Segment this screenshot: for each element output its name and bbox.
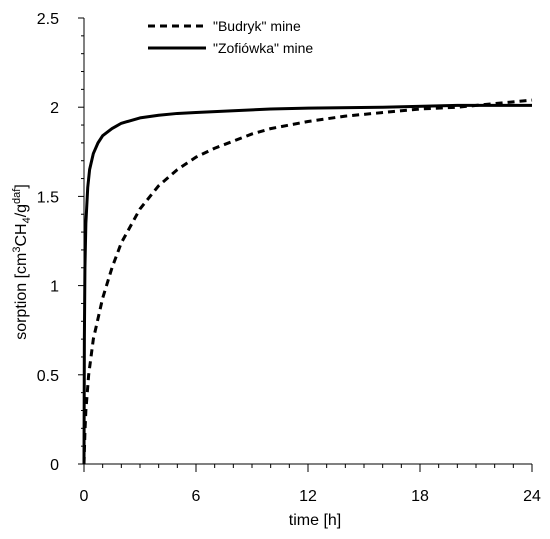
- chart-legend: "Budryk" mine "Zofiówka" mine: [148, 18, 313, 56]
- legend-label-zofiowka: "Zofiówka" mine: [213, 40, 313, 56]
- y-tick-label: 0.5: [37, 368, 59, 385]
- series-line-zofiowka: [82, 103, 532, 465]
- legend-label-budryk: "Budryk" mine: [213, 18, 301, 34]
- y-tick-label: 1.5: [37, 189, 59, 206]
- x-tick-label: 6: [192, 488, 201, 505]
- x-axis-title: time [h]: [289, 512, 341, 529]
- y-axis-title: sorption [cm3CH4/gdaf]: [11, 184, 33, 340]
- y-tick-label: 2: [50, 100, 59, 117]
- x-tick-label: 12: [299, 488, 317, 505]
- y-tick-label: 2.5: [37, 11, 59, 28]
- chart-ticks: 0 0.5 1 1.5 2 2.5 0 6 12 18 24: [37, 11, 541, 505]
- chart-series: [82, 98, 533, 465]
- x-tick-label: 24: [523, 488, 541, 505]
- x-tick-label: 0: [80, 488, 89, 505]
- series-line-budryk: [82, 98, 533, 465]
- chart-axes: [83, 18, 532, 465]
- y-tick-label: 1: [50, 279, 59, 296]
- x-tick-label: 18: [411, 488, 429, 505]
- y-tick-label: 0: [50, 457, 59, 474]
